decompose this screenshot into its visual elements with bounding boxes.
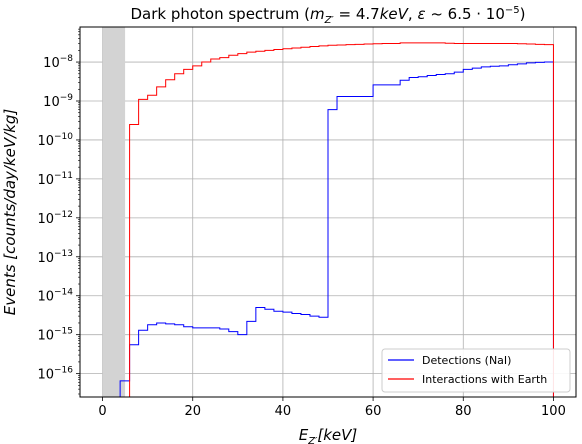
y-tick-label: 10−10: [37, 132, 73, 149]
y-tick-label: 10−11: [37, 171, 73, 188]
plot-frame: [79, 26, 577, 398]
legend-label-earth-interactions: Interactions with Earth: [422, 373, 547, 386]
x-axis-label: EZ′[keV]: [299, 426, 358, 444]
y-tick-label: 10−9: [43, 93, 73, 110]
y-axis-label: Events [counts/day/keV/kg]: [1, 109, 19, 316]
x-tick-label: 100: [541, 404, 566, 419]
chart-title: Dark photon spectrum (mZ′ = 4.7keV, ε ~ …: [130, 5, 525, 26]
shaded-region: [102, 27, 126, 397]
shaded-region-layer: [102, 27, 126, 397]
y-axis-ticks: 10−16 10−15 10−14 10−13 10−12 10−11 10−10 10−9 1…: [37, 28, 80, 395]
y-tick-label: 10−16: [37, 366, 73, 383]
x-tick-label: 0: [98, 404, 106, 419]
x-tick-label: 80: [455, 404, 472, 419]
series-line-0: [119, 61, 554, 397]
series-line-1: [129, 42, 554, 397]
x-tick-label: 60: [365, 404, 382, 419]
y-tick-label: 10−8: [43, 54, 73, 71]
legend-label-detections: Detections (NaI): [422, 354, 511, 367]
x-tick-label: 20: [184, 404, 201, 419]
x-axis-ticks: 0 20 40 60 80 100: [98, 397, 566, 419]
y-tick-label: 10−13: [37, 249, 73, 266]
y-tick-label: 10−14: [37, 288, 73, 305]
series-layer: [119, 42, 554, 397]
y-tick-label: 10−15: [37, 327, 73, 344]
y-tick-label: 10−12: [37, 210, 73, 227]
x-tick-label: 40: [275, 404, 292, 419]
legend-box: [381, 348, 571, 393]
legend: Detections (NaI) Interactions with Earth: [381, 348, 571, 393]
